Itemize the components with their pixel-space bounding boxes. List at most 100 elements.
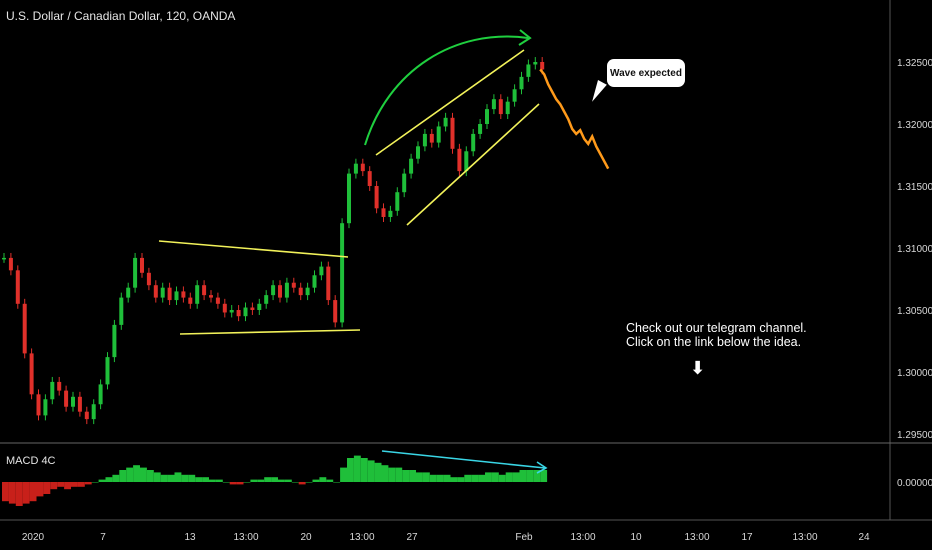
macd-bar: [512, 472, 520, 482]
macd-bar: [271, 477, 278, 482]
macd-bar: [181, 474, 189, 482]
candle-body: [498, 99, 503, 115]
macd-bar: [526, 470, 534, 482]
candle-body: [71, 396, 75, 407]
macd-bar: [533, 470, 541, 482]
macd-bar: [402, 470, 410, 482]
candle-body: [229, 310, 234, 313]
macd-bar: [126, 467, 134, 482]
y-tick-label: 1.31000: [897, 244, 932, 255]
candle-body: [236, 310, 241, 317]
bubble-text: Wave expected: [610, 67, 682, 79]
macd-divergence-arrow: [536, 461, 548, 474]
wedge-upper-line: [158, 240, 349, 258]
candle-body: [526, 64, 531, 77]
candle-body: [340, 223, 345, 323]
macd-bar: [77, 482, 85, 487]
macd-indicator-label[interactable]: MACD 4C: [6, 455, 56, 467]
macd-bar: [146, 470, 154, 482]
candle-body: [353, 163, 358, 174]
candle-body: [43, 399, 48, 416]
macd-bar: [409, 470, 416, 482]
macd-bar: [2, 482, 9, 502]
x-tick-label: 17: [741, 532, 753, 543]
candle-body: [174, 291, 179, 301]
candle-body: [8, 257, 13, 271]
candle-body: [519, 76, 524, 90]
candle-body: [133, 257, 138, 288]
macd-bar: [22, 482, 30, 504]
candle-body: [312, 275, 317, 288]
macd-bar: [209, 479, 216, 482]
candle-body: [146, 272, 151, 286]
macd-bar: [243, 482, 251, 483]
projection-series: [539, 68, 610, 170]
candle-body: [298, 287, 303, 296]
wave-expected-bubble[interactable]: Wave expected: [607, 59, 685, 87]
candle-body: [22, 303, 27, 354]
macd-bar: [98, 479, 106, 482]
candle-body: [98, 384, 103, 405]
candle-body: [284, 282, 289, 298]
note-line-1: Check out our telegram channel.: [626, 321, 807, 335]
x-tick-label: 13:00: [570, 532, 595, 543]
macd-bar: [133, 465, 140, 482]
candle-body: [222, 303, 227, 313]
candle-body: [271, 285, 276, 296]
telegram-note[interactable]: Check out our telegram channel. Click on…: [626, 321, 807, 349]
x-tick-label: 13:00: [349, 532, 374, 543]
y-tick-label: 1.29500: [897, 430, 932, 441]
y-tick-label: 1.30500: [897, 306, 932, 317]
macd-bar: [485, 472, 492, 482]
curved-arrow: [364, 35, 529, 146]
candle-body: [140, 257, 144, 273]
macd-bar: [278, 479, 285, 482]
candle-body: [333, 300, 338, 323]
macd-bar: [119, 470, 127, 482]
macd-bar: [236, 482, 244, 485]
macd-bar: [436, 474, 444, 482]
candle-body: [64, 390, 69, 407]
macd-bar: [471, 474, 479, 482]
macd-bar: [319, 477, 327, 482]
chart-title: U.S. Dollar / Canadian Dollar, 120, OAND…: [6, 9, 236, 23]
macd-bar: [29, 482, 37, 502]
candle-body: [533, 62, 538, 65]
macd-bar: [388, 467, 396, 482]
macd-bar: [450, 477, 458, 482]
macd-bar: [222, 482, 230, 483]
macd-bar: [174, 472, 182, 482]
candle-body: [540, 62, 545, 70]
x-tick-label: Feb: [515, 532, 533, 543]
macd-bar: [64, 482, 71, 490]
candle-body: [305, 287, 310, 296]
candle-body: [416, 146, 420, 159]
candle-body: [153, 285, 158, 298]
macd-bar: [112, 474, 120, 482]
macd-bar: [71, 482, 78, 487]
x-tick-label: 13: [184, 532, 196, 543]
macd-zero-label: 0.00000: [897, 478, 932, 489]
x-tick-label: 10: [630, 532, 642, 543]
drawings-layer: [158, 29, 540, 335]
macd-bar: [291, 482, 299, 483]
candle-body: [347, 173, 351, 224]
candle-body: [29, 353, 34, 395]
macd-bar: [367, 460, 375, 482]
macd-bar: [353, 455, 361, 482]
x-tick-label: 20: [300, 532, 312, 543]
macd-bar: [540, 470, 548, 482]
macd-bar: [326, 479, 334, 482]
candle-body: [360, 163, 365, 172]
candle-body: [112, 324, 117, 358]
macd-bar: [491, 472, 499, 482]
candle-body: [326, 266, 331, 301]
candle-body: [209, 295, 213, 298]
channel-lower-line: [406, 103, 540, 226]
x-tick-label: 13:00: [684, 532, 709, 543]
wedge-lower-line: [179, 329, 361, 335]
down-arrow-icon: ⬇: [690, 358, 706, 378]
macd-bar: [36, 482, 44, 497]
